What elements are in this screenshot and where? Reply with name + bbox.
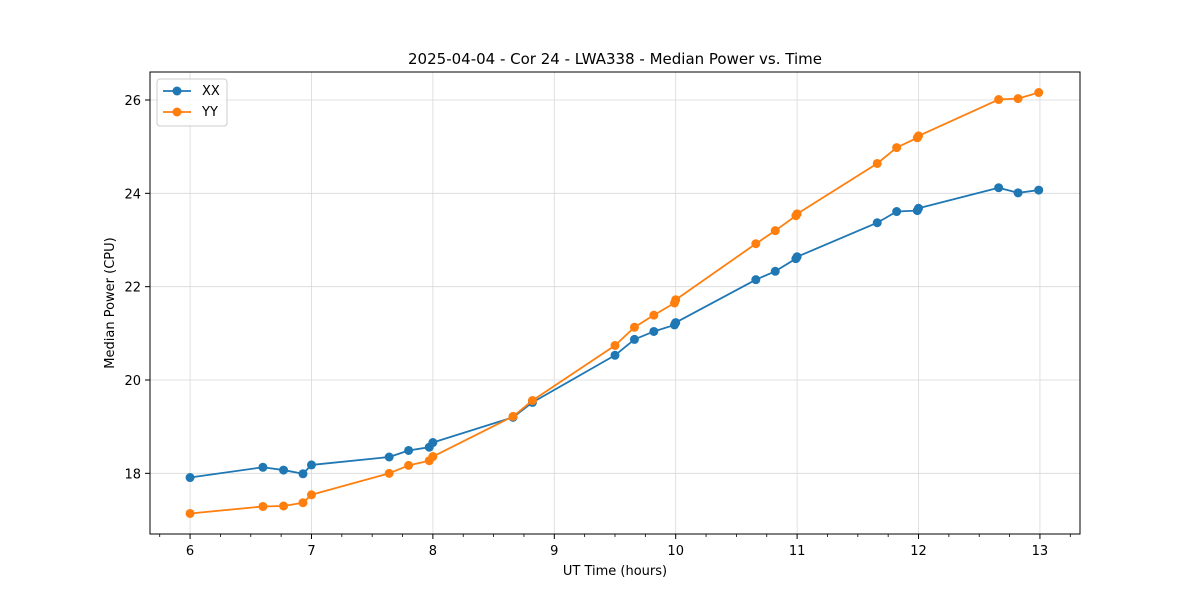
x-tick-label: 9 [550,544,558,559]
data-point-yy [527,396,537,406]
data-point-yy [610,340,620,350]
y-tick-label: 22 [124,281,141,296]
data-point-yy [298,498,308,508]
data-point-yy [751,239,761,249]
x-tick-label: 11 [789,544,806,559]
x-tick-label: 13 [1032,544,1049,559]
data-point-xx [770,266,780,276]
data-point-xx [751,275,761,285]
x-tick-label: 7 [307,544,315,559]
data-point-yy [1013,94,1023,104]
data-point-yy [671,295,681,305]
data-point-xx [279,465,289,475]
data-point-xx [306,460,316,470]
legend-marker-yy [172,107,182,117]
legend-label-yy: YY [201,105,218,120]
data-point-xx [610,350,620,360]
data-point-yy [404,460,414,470]
x-tick-label: 6 [186,544,194,559]
legend: XX YY [156,78,228,127]
data-point-yy [1034,88,1044,98]
data-point-yy [384,468,394,478]
series-layer [185,88,1044,518]
data-point-xx [404,445,414,455]
data-point-yy [770,226,780,236]
data-point-xx [185,473,195,483]
data-point-xx [892,207,902,217]
data-point-yy [508,411,518,421]
y-axis: 18 20 22 24 26 [124,94,150,482]
data-point-xx [914,203,924,213]
x-tick-label: 8 [429,544,437,559]
data-point-yy [649,310,659,320]
data-point-xx [1013,188,1023,198]
data-point-xx [872,218,882,228]
data-point-xx [792,252,802,262]
data-point-yy [258,501,268,511]
data-point-xx [298,469,308,479]
data-point-xx [428,438,438,448]
y-tick-label: 18 [124,467,141,482]
y-tick-label: 20 [124,374,141,389]
data-point-yy [279,501,289,511]
data-point-xx [629,334,639,344]
data-point-xx [384,452,394,462]
data-point-xx [258,462,268,472]
data-point-xx [1034,185,1044,195]
data-point-yy [792,209,802,219]
data-point-yy [914,131,924,141]
data-point-yy [892,143,902,153]
chart-title: 2025-04-04 - Cor 24 - LWA338 - Median Po… [408,50,822,68]
x-axis: 6 7 8 9 10 11 12 13 [159,534,1071,559]
legend-label-xx: XX [202,84,220,99]
y-tick-label: 26 [124,94,141,109]
x-axis-label: UT Time (hours) [563,564,667,579]
data-point-yy [185,508,195,518]
y-tick-label: 24 [124,187,141,202]
data-point-yy [872,158,882,168]
x-tick-label: 10 [667,544,684,559]
legend-marker-xx [172,86,182,96]
data-point-yy [428,452,438,462]
x-tick-label: 12 [910,544,927,559]
data-point-xx [994,183,1004,193]
data-point-xx [649,326,659,336]
data-point-yy [994,95,1004,105]
data-point-yy [306,490,316,500]
data-point-yy [629,322,639,332]
data-point-xx [671,318,681,328]
y-axis-label: Median Power (CPU) [103,237,118,368]
